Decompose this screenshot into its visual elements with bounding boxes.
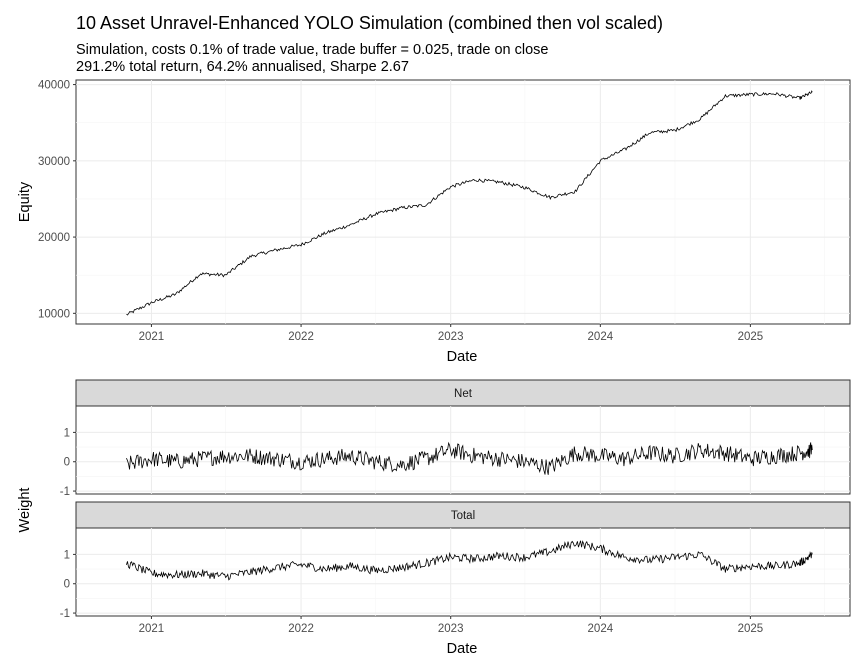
total-weight-panel: Total -1 0 1 2021 2022 2023 2024 2025 Date <box>60 501 851 657</box>
net-weight-line <box>126 441 813 475</box>
y-tick-label: 0 <box>64 579 70 591</box>
y-tick-label: 20000 <box>38 232 70 244</box>
x-tick-label: 2023 <box>438 623 464 635</box>
chart-subtitle-line1: Simulation, costs 0.1% of trade value, t… <box>76 42 548 58</box>
x-tick-label: 2022 <box>288 331 314 343</box>
equity-x-ticks: 2021 2022 2023 2024 2025 <box>139 324 764 343</box>
total-strip <box>75 501 851 529</box>
equity-plot-area <box>75 79 851 325</box>
y-tick-label: 1 <box>64 549 70 561</box>
y-tick-label: 1 <box>64 427 70 439</box>
equity-y-axis-label: Equity <box>17 181 33 222</box>
net-strip-label: Net <box>454 388 473 400</box>
total-weight-line <box>126 540 813 581</box>
total-strip-label: Total <box>451 510 475 522</box>
x-tick-label: 2022 <box>288 623 314 635</box>
equity-line <box>126 90 813 316</box>
y-tick-label: 0 <box>64 457 70 469</box>
x-tick-label: 2024 <box>588 331 614 343</box>
x-tick-label: 2021 <box>139 331 165 343</box>
weight-y-axis-label: Weight <box>17 488 33 533</box>
x-tick-label: 2025 <box>738 331 764 343</box>
chart-title: 10 Asset Unravel-Enhanced YOLO Simulatio… <box>76 13 663 33</box>
x-tick-label: 2025 <box>738 623 764 635</box>
net-weight-panel: Net -1 0 1 <box>60 379 851 498</box>
equity-x-axis-label: Date <box>447 349 478 365</box>
net-y-ticks: -1 0 1 <box>60 427 76 498</box>
total-y-ticks: -1 0 1 <box>60 549 76 620</box>
x-tick-label: 2021 <box>139 623 165 635</box>
y-tick-label: 10000 <box>38 308 70 320</box>
net-series <box>126 441 813 475</box>
weight-x-axis-label: Date <box>447 641 478 657</box>
y-tick-label: -1 <box>60 486 70 498</box>
equity-gridlines <box>76 80 850 324</box>
y-tick-label: -1 <box>60 608 70 620</box>
total-series <box>126 540 813 581</box>
x-tick-label: 2024 <box>588 623 614 635</box>
equity-y-ticks: 10000 20000 30000 40000 <box>38 80 76 320</box>
total-x-ticks: 2021 2022 2023 2024 2025 <box>139 616 764 635</box>
net-strip <box>75 379 851 407</box>
chart-subtitle-line2: 291.2% total return, 64.2% annualised, S… <box>76 59 409 75</box>
x-tick-label: 2023 <box>438 331 464 343</box>
y-tick-label: 30000 <box>38 156 70 168</box>
y-tick-label: 40000 <box>38 80 70 92</box>
equity-series <box>126 90 813 316</box>
